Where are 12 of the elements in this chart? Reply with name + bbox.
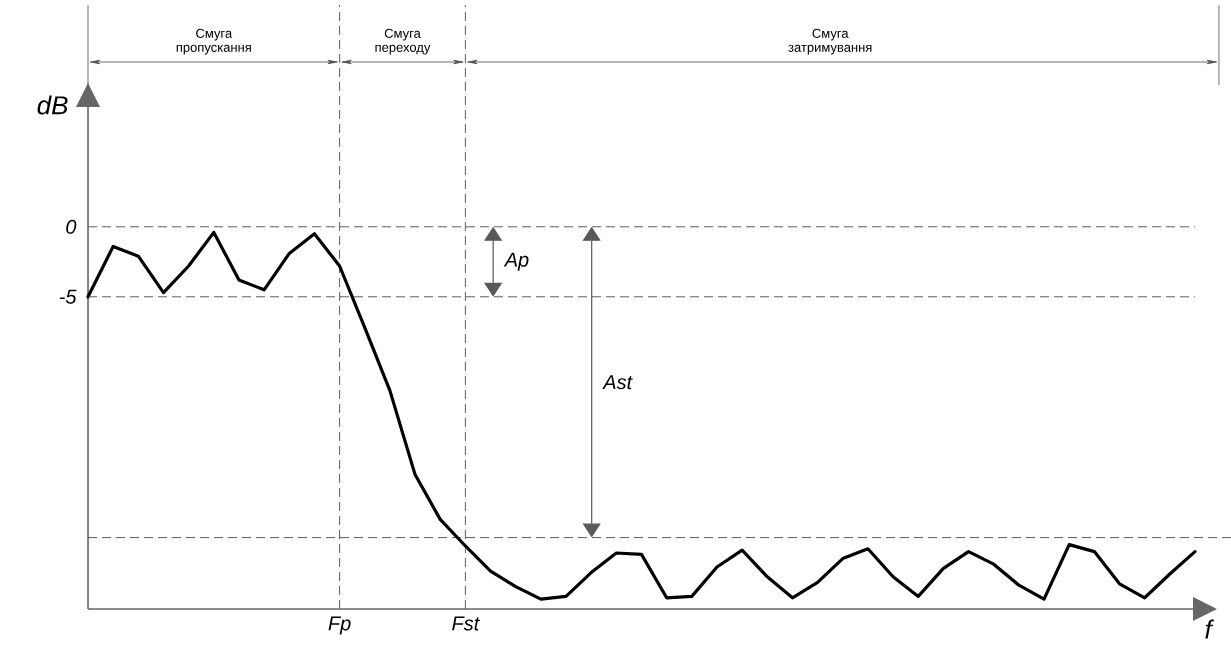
line-series bbox=[86, 230, 1197, 601]
y-tick-label: -5 bbox=[59, 289, 77, 304]
text: Смуга затримування bbox=[788, 28, 872, 55]
y-axis-title: dB bbox=[37, 95, 68, 115]
x-tick-label: Fst bbox=[452, 616, 480, 631]
annotation: Ap bbox=[503, 252, 529, 271]
text: Смуга пропускання bbox=[176, 28, 251, 55]
x-axis-title: f bbox=[1205, 619, 1214, 639]
y-tick-label: 0 bbox=[66, 219, 77, 234]
annotation: Ast bbox=[602, 375, 633, 390]
x-tick-label: Fp bbox=[328, 616, 351, 635]
text: Смуга переходу bbox=[375, 28, 431, 55]
